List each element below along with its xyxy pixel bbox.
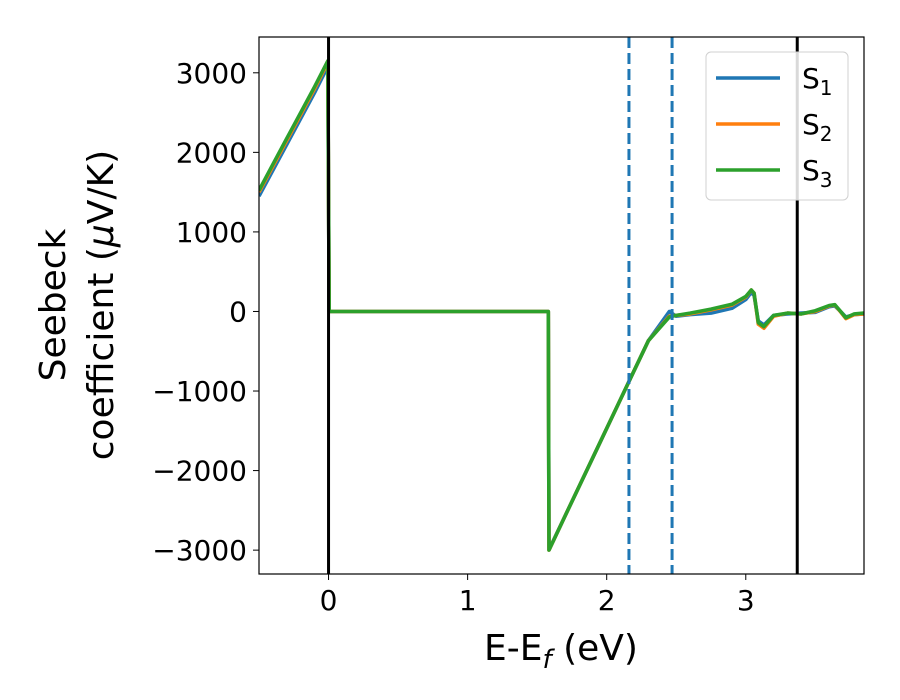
plot-frame (258, 36, 865, 575)
x-axis-label-main: E-E (484, 628, 542, 669)
legend-label-s2: S2 (802, 108, 833, 146)
y-axis-label: Seebeck coefficient (μV/K) (33, 150, 122, 460)
y-tick-label-3000: 3000 (176, 57, 247, 90)
y-axis-ticks: 3000 2000 1000 0 −1000 −2000 −3000 (152, 57, 259, 567)
legend-label-s1: S1 (802, 62, 833, 100)
y-tick-label--2000: −2000 (152, 455, 247, 488)
x-axis-ticks: 0 1 2 3 (320, 574, 755, 617)
y-axis-label-coefficient: coefficient ( (81, 247, 122, 460)
x-axis-label-unit: (eV) (552, 628, 638, 669)
legend-items: S1 S2 S3 (716, 62, 833, 192)
x-tick-label-2: 2 (598, 584, 616, 617)
y-axis-label-mu: μ (81, 224, 122, 248)
x-tick-label-0: 0 (320, 584, 338, 617)
y-tick-label--1000: −1000 (152, 375, 247, 408)
legend: S1 S2 S3 (705, 51, 849, 201)
legend-box (705, 51, 849, 201)
x-axis-label: E-Ef (eV) (484, 628, 638, 675)
y-tick-label-0: 0 (229, 295, 247, 328)
y-axis-label-line1: Seebeck (33, 228, 74, 381)
y-tick-label-1000: 1000 (176, 216, 247, 249)
y-tick-label--3000: −3000 (152, 534, 247, 567)
x-tick-label-1: 1 (459, 584, 477, 617)
x-tick-label-3: 3 (737, 584, 755, 617)
y-tick-label-2000: 2000 (176, 136, 247, 169)
y-axis-label-unit: V/K) (81, 150, 122, 224)
legend-label-s3: S3 (802, 154, 833, 192)
y-axis-label-line2: coefficient (μV/K) (81, 150, 122, 460)
